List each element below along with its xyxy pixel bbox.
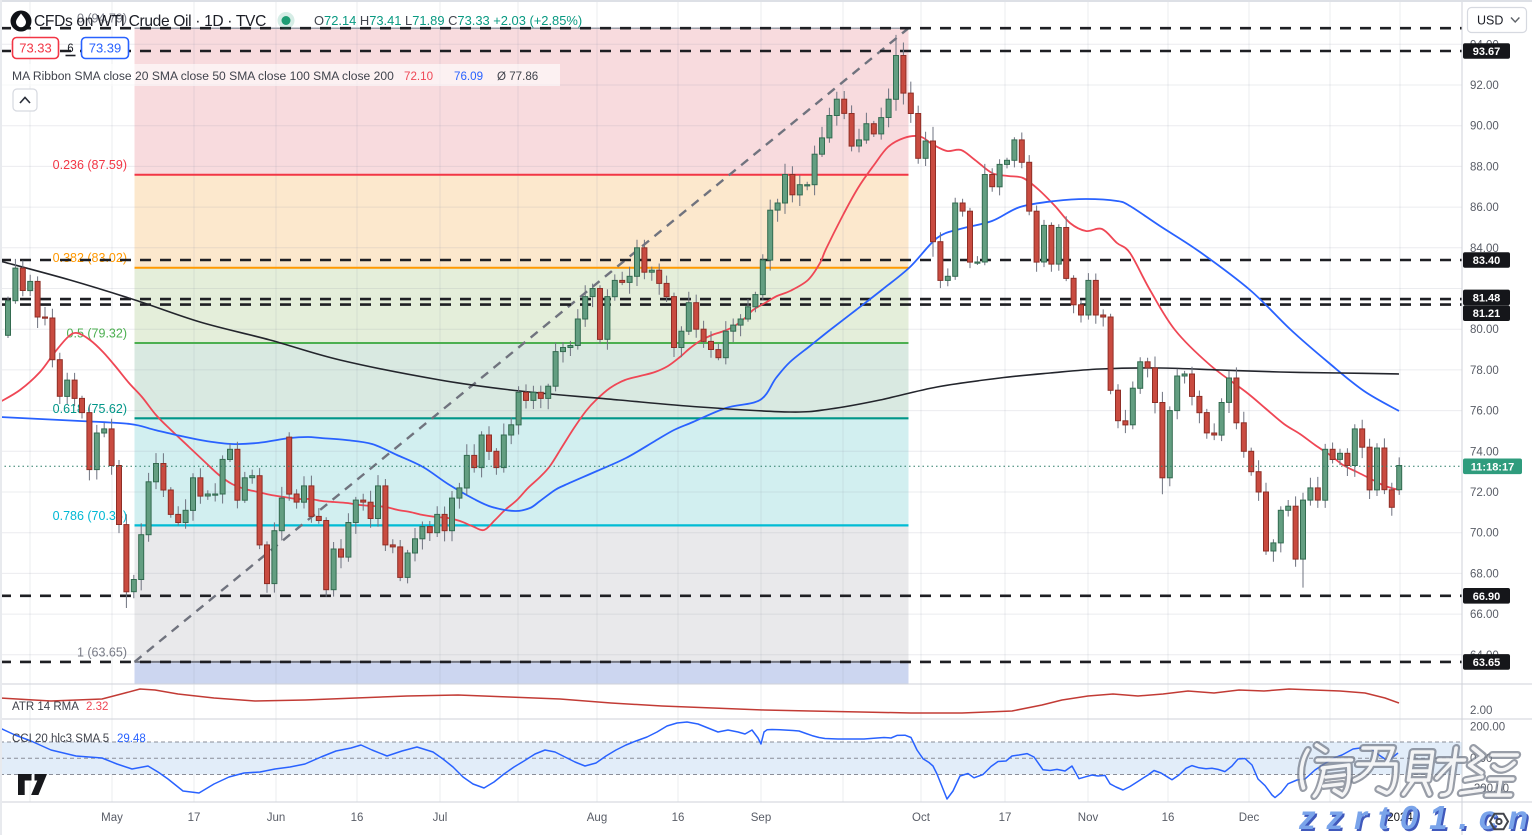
svg-text:78.00: 78.00: [1470, 365, 1499, 377]
svg-text:84.00: 84.00: [1470, 243, 1499, 255]
svg-text:0.382 (83.02): 0.382 (83.02): [53, 251, 127, 265]
svg-text:0.5 (79.32): 0.5 (79.32): [67, 327, 127, 341]
svg-text:Jul: Jul: [433, 812, 448, 824]
svg-text:74.00: 74.00: [1470, 446, 1499, 458]
svg-text:72.00: 72.00: [1470, 487, 1499, 499]
svg-text:66.90: 66.90: [1473, 591, 1501, 603]
svg-text:zzrt01.cn: zzrt01.cn: [1298, 799, 1532, 835]
svg-text:11:18:17: 11:18:17: [1471, 461, 1514, 473]
svg-text:93.67: 93.67: [1473, 46, 1501, 58]
svg-text:2.00: 2.00: [1470, 705, 1492, 717]
svg-text:ATR 14 RMA: ATR 14 RMA: [12, 701, 79, 713]
svg-text:81.21: 81.21: [1473, 308, 1501, 320]
svg-text:May: May: [101, 812, 123, 824]
svg-text:76.09: 76.09: [454, 70, 483, 83]
svg-text:66.00: 66.00: [1470, 609, 1499, 621]
svg-text:76.00: 76.00: [1470, 406, 1499, 418]
svg-text:73.33: 73.33: [19, 41, 52, 56]
svg-text:Ø 77.86: Ø 77.86: [497, 70, 538, 83]
svg-text:2024: 2024: [1387, 812, 1413, 824]
svg-text:70.00: 70.00: [1470, 528, 1499, 540]
svg-text:0.236 (87.59): 0.236 (87.59): [53, 158, 127, 172]
svg-text:80.00: 80.00: [1470, 324, 1499, 336]
svg-text:O72.14 H73.41 L71.89 C73.33: O72.14 H73.41 L71.89 C73.33 +2.03 (+2.85…: [314, 13, 582, 28]
svg-text:86.00: 86.00: [1470, 202, 1499, 214]
svg-text:2.32: 2.32: [86, 701, 108, 713]
svg-text:1 (63.65): 1 (63.65): [77, 645, 127, 659]
svg-text:92.00: 92.00: [1470, 80, 1499, 92]
svg-text:17: 17: [188, 812, 201, 824]
svg-text:USD: USD: [1477, 14, 1503, 28]
svg-text:0.786 (70.36): 0.786 (70.36): [53, 509, 127, 523]
svg-text:MA Ribbon SMA close 20 SMA clo: MA Ribbon SMA close 20 SMA close 50 SMA …: [12, 69, 394, 83]
svg-text:Jun: Jun: [267, 812, 286, 824]
svg-text:63.65: 63.65: [1473, 657, 1501, 669]
svg-text:16: 16: [351, 812, 364, 824]
svg-text:Aug: Aug: [587, 812, 607, 824]
svg-text:0 (94.79): 0 (94.79): [77, 12, 127, 26]
svg-text:Nov: Nov: [1078, 812, 1099, 824]
svg-text:Oct: Oct: [912, 812, 931, 824]
svg-text:17: 17: [999, 812, 1012, 824]
svg-text:200.00: 200.00: [1470, 722, 1505, 734]
svg-text:72.10: 72.10: [404, 70, 433, 83]
svg-text:88.00: 88.00: [1470, 161, 1499, 173]
svg-text:68.00: 68.00: [1470, 568, 1499, 580]
svg-text:CFDs on WTI Crude Oil · 1D · T: CFDs on WTI Crude Oil · 1D · TVC: [34, 13, 266, 30]
svg-text:Sep: Sep: [751, 812, 771, 824]
svg-text:83.40: 83.40: [1473, 255, 1501, 267]
svg-text:CCI 20 hlc3 SMA 5: CCI 20 hlc3 SMA 5: [12, 733, 109, 745]
svg-text:16: 16: [672, 812, 685, 824]
svg-text:6: 6: [67, 43, 73, 55]
svg-text:16: 16: [1162, 812, 1175, 824]
svg-text:90.00: 90.00: [1470, 121, 1499, 133]
svg-text:73.39: 73.39: [89, 41, 122, 56]
svg-text:29.48: 29.48: [117, 733, 146, 745]
svg-text:Dec: Dec: [1239, 812, 1260, 824]
svg-text:81.48: 81.48: [1473, 292, 1501, 304]
